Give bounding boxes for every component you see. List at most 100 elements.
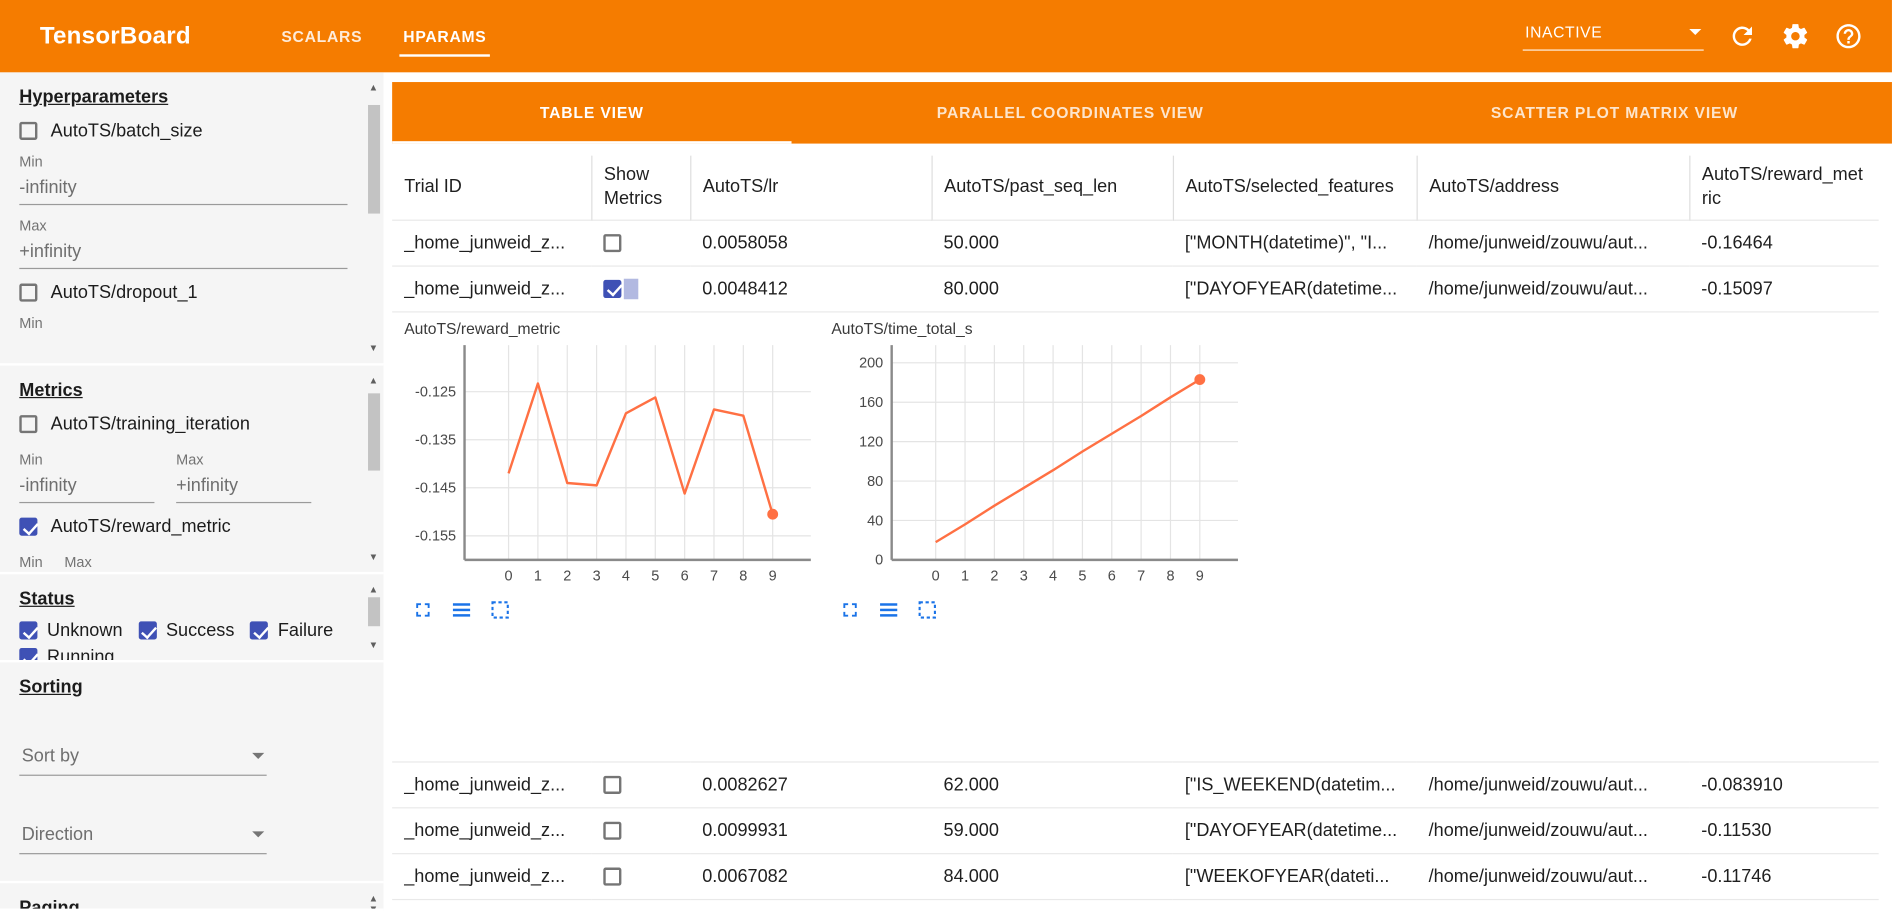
dropout-1-checkbox[interactable] xyxy=(19,283,38,302)
status-running-checkbox[interactable] xyxy=(19,647,38,661)
svg-text:1: 1 xyxy=(534,568,542,584)
app-title: TensorBoard xyxy=(39,22,191,49)
svg-text:200: 200 xyxy=(859,355,883,371)
trial-row: _home_junweid_z... 0.0067082 84.000 ["WE… xyxy=(392,852,1879,900)
batch-size-min-input[interactable]: -infinity xyxy=(19,175,348,206)
help-icon[interactable] xyxy=(1834,22,1863,51)
min-field: Min -infinity xyxy=(19,451,155,504)
scrollbar-thumb[interactable] xyxy=(367,104,380,214)
past-seq-len-cell: 84.000 xyxy=(931,852,1173,900)
reward-metric-cell: -0.15097 xyxy=(1689,264,1879,312)
direction-placeholder: Direction xyxy=(21,824,94,845)
max-label: Max xyxy=(19,217,47,235)
marquee-zoom-icon[interactable] xyxy=(489,598,512,621)
scrollbar-thumb[interactable] xyxy=(367,597,380,627)
show-metrics-checkbox[interactable] xyxy=(603,279,622,298)
sidebar: Hyperparameters AutoTS/batch_size Min -i… xyxy=(0,72,384,911)
metrics-charts-row: AutoTS/reward_metric 0 1 2 3 4 5 6 7 8 9 -0.125 -0.… xyxy=(392,310,1879,762)
trial-row: _home_junweid_z... 0.0099931 59.000 ["DA… xyxy=(392,806,1879,854)
selected-features-cell: ["WEEKOFYEAR(dateti... xyxy=(1172,852,1417,900)
svg-text:5: 5 xyxy=(651,568,659,584)
hparam-batch-size-row: AutoTS/batch_size xyxy=(19,121,364,141)
show-metrics-checkbox[interactable] xyxy=(603,821,622,840)
scroll-up-icon[interactable]: ▲ xyxy=(368,583,379,595)
data-rows-icon[interactable] xyxy=(877,598,900,621)
fullscreen-icon[interactable] xyxy=(411,598,434,621)
metric-reward-metric-row: AutoTS/reward_metric xyxy=(19,516,364,537)
metrics-charts-cell: AutoTS/reward_metric 0 1 2 3 4 5 6 7 8 9 -0.125 -0.… xyxy=(392,310,1879,762)
training-iteration-range: Min -infinity Max +infinity xyxy=(19,442,364,504)
scrollbar-track[interactable] xyxy=(367,386,380,551)
trial-row: _home_junweid_z... 0.0048412 80.000 ["DA… xyxy=(392,264,1879,312)
lr-cell: 0.0058058 xyxy=(690,218,932,266)
settings-gear-icon[interactable] xyxy=(1781,22,1810,51)
status-section: Status Unknown Success Failure xyxy=(0,574,384,663)
show-metrics-checkbox[interactable] xyxy=(603,775,622,794)
training-iteration-max-input[interactable]: +infinity xyxy=(176,473,312,504)
scroll-up-icon[interactable]: ▲ xyxy=(368,82,379,93)
fullscreen-icon[interactable] xyxy=(839,598,862,621)
tab-scatter-plot-matrix-view[interactable]: SCATTER PLOT MATRIX VIEW xyxy=(1490,103,1738,122)
tab-parallel-coordinates-view[interactable]: PARALLEL COORDINATES VIEW xyxy=(936,103,1204,122)
tab-table-view[interactable]: TABLE VIEW xyxy=(392,82,792,144)
training-iteration-checkbox[interactable] xyxy=(19,415,38,434)
trial-row: _home_junweid_z... 0.0058058 50.000 ["MO… xyxy=(392,218,1879,266)
checkbox-focus-ripple xyxy=(623,278,639,299)
status-running-label: Running xyxy=(47,646,115,663)
batch-size-checkbox[interactable] xyxy=(19,121,38,140)
min-label: Min xyxy=(19,153,43,171)
hyperparameters-title: Hyperparameters xyxy=(19,86,169,108)
max-label: Max xyxy=(176,451,204,469)
status-filter-list: Unknown Success Failure Running xyxy=(19,620,364,663)
scrollbar-track[interactable] xyxy=(367,595,380,640)
status-success: Success xyxy=(138,620,234,641)
col-lr: AutoTS/lr xyxy=(689,155,932,220)
reward-metric-checkbox[interactable] xyxy=(19,517,38,536)
address-cell: /home/junweid/zouwu/aut... xyxy=(1416,806,1690,854)
batch-size-max-input[interactable]: +infinity xyxy=(19,239,348,270)
show-metrics-checkbox[interactable] xyxy=(603,866,622,886)
tab-scalars[interactable]: SCALARS xyxy=(281,27,363,46)
svg-text:-0.135: -0.135 xyxy=(415,432,456,448)
status-success-label: Success xyxy=(165,620,235,641)
app-toolbar: TensorBoard SCALARS HPARAMS INACTIVE xyxy=(0,0,1892,73)
svg-text:160: 160 xyxy=(859,394,883,410)
metrics-scrollbar[interactable]: ▲ ▼ xyxy=(367,375,380,562)
status-unknown-checkbox[interactable] xyxy=(19,621,38,640)
trials-table: Trial ID Show Metrics AutoTS/lr AutoTS/p… xyxy=(392,155,1879,900)
reload-status-dropdown[interactable]: INACTIVE xyxy=(1522,22,1704,51)
batch-size-min-field: Min -infinity xyxy=(19,153,364,206)
tab-hparams[interactable]: HPARAMS xyxy=(383,0,507,72)
marquee-zoom-icon[interactable] xyxy=(916,598,939,621)
training-iteration-min-input[interactable]: -infinity xyxy=(19,473,155,504)
chart-title: AutoTS/time_total_s xyxy=(831,319,973,338)
sort-by-dropdown[interactable]: Sort by xyxy=(19,741,267,776)
scrollbar-track[interactable] xyxy=(367,93,380,343)
lr-cell: 0.0048412 xyxy=(690,264,932,312)
svg-text:4: 4 xyxy=(622,568,630,584)
lr-cell: 0.0082627 xyxy=(690,760,932,808)
svg-text:9: 9 xyxy=(769,568,777,584)
past-seq-len-cell: 50.000 xyxy=(931,218,1173,266)
direction-dropdown[interactable]: Direction xyxy=(19,819,267,855)
svg-text:2: 2 xyxy=(563,568,571,584)
scroll-down-icon[interactable]: ▼ xyxy=(368,342,379,354)
reward-metric-cell: -0.11746 xyxy=(1689,852,1879,900)
paging-scrollbar[interactable]: ▲ ▼ xyxy=(367,893,380,909)
min-field: Min xyxy=(19,554,42,572)
scrollbar-thumb[interactable] xyxy=(367,393,380,471)
show-metrics-checkbox[interactable] xyxy=(603,233,622,252)
scroll-down-icon[interactable]: ▼ xyxy=(368,639,379,651)
status-scrollbar[interactable]: ▲ ▼ xyxy=(367,584,380,650)
data-rows-icon[interactable] xyxy=(450,598,473,621)
scroll-down-icon[interactable]: ▼ xyxy=(368,551,379,563)
batch-size-max-field: Max +infinity xyxy=(19,217,364,270)
scroll-down-icon[interactable]: ▼ xyxy=(368,903,379,911)
status-failure-checkbox[interactable] xyxy=(250,621,269,640)
status-success-checkbox[interactable] xyxy=(138,621,157,640)
refresh-icon[interactable] xyxy=(1728,22,1757,51)
scroll-up-icon[interactable]: ▲ xyxy=(368,892,379,904)
reward-metric-cell: -0.083910 xyxy=(1689,760,1879,808)
hyperparameters-scrollbar[interactable]: ▲ ▼ xyxy=(367,82,380,354)
scroll-up-icon[interactable]: ▲ xyxy=(368,375,379,387)
